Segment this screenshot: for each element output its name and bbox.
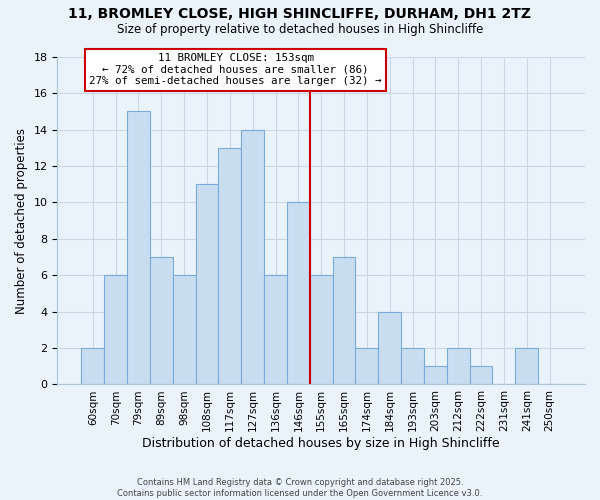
Bar [127,112,150,384]
Bar [287,202,310,384]
Bar [515,348,538,385]
Bar [82,348,104,385]
Bar [447,348,470,385]
Bar [470,366,493,384]
Bar [173,275,196,384]
Bar [150,257,173,384]
Text: 11 BROMLEY CLOSE: 153sqm
← 72% of detached houses are smaller (86)
27% of semi-d: 11 BROMLEY CLOSE: 153sqm ← 72% of detach… [89,53,382,86]
Bar [264,275,287,384]
Bar [310,275,332,384]
Bar [104,275,127,384]
Bar [332,257,355,384]
Bar [241,130,264,384]
Bar [401,348,424,385]
Text: 11, BROMLEY CLOSE, HIGH SHINCLIFFE, DURHAM, DH1 2TZ: 11, BROMLEY CLOSE, HIGH SHINCLIFFE, DURH… [68,8,532,22]
Y-axis label: Number of detached properties: Number of detached properties [15,128,28,314]
Text: Contains HM Land Registry data © Crown copyright and database right 2025.
Contai: Contains HM Land Registry data © Crown c… [118,478,482,498]
X-axis label: Distribution of detached houses by size in High Shincliffe: Distribution of detached houses by size … [142,437,500,450]
Bar [196,184,218,384]
Bar [218,148,241,384]
Bar [424,366,447,384]
Text: Size of property relative to detached houses in High Shincliffe: Size of property relative to detached ho… [117,22,483,36]
Bar [355,348,379,385]
Bar [379,312,401,384]
